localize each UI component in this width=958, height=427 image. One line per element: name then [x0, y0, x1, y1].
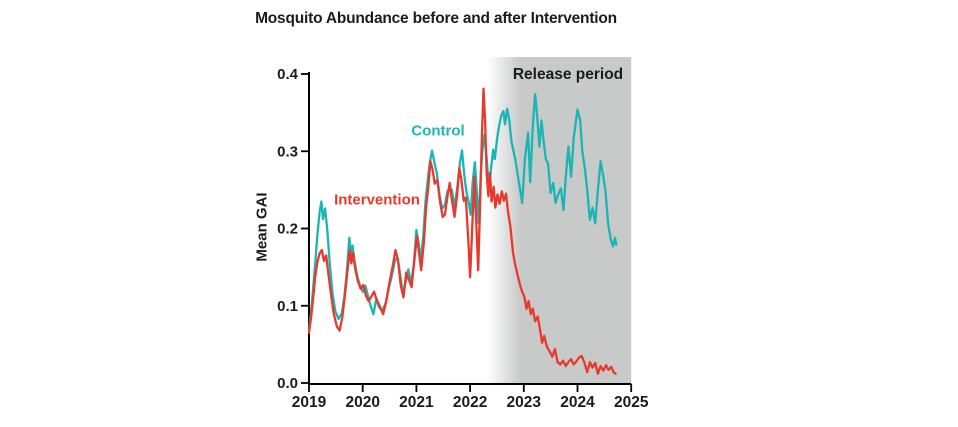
intervention-line: [307, 87, 617, 375]
y-tick-label: 0.1: [277, 298, 298, 315]
x-tick-label: 2019: [292, 394, 327, 411]
x-tick-label: 2023: [507, 394, 542, 411]
x-tick-label: 2024: [560, 394, 595, 411]
x-tick-label: 2022: [453, 394, 487, 411]
y-tick-label: 0.2: [277, 221, 298, 238]
y-tick-label: 0.4: [277, 66, 299, 83]
x-tick-label: 2025: [614, 394, 649, 411]
x-tick-label: 2020: [345, 394, 379, 411]
y-tick-label: 0.3: [277, 143, 298, 160]
y-tick-label: 0.0: [277, 375, 298, 392]
x-tick-label: 2021: [399, 394, 434, 411]
